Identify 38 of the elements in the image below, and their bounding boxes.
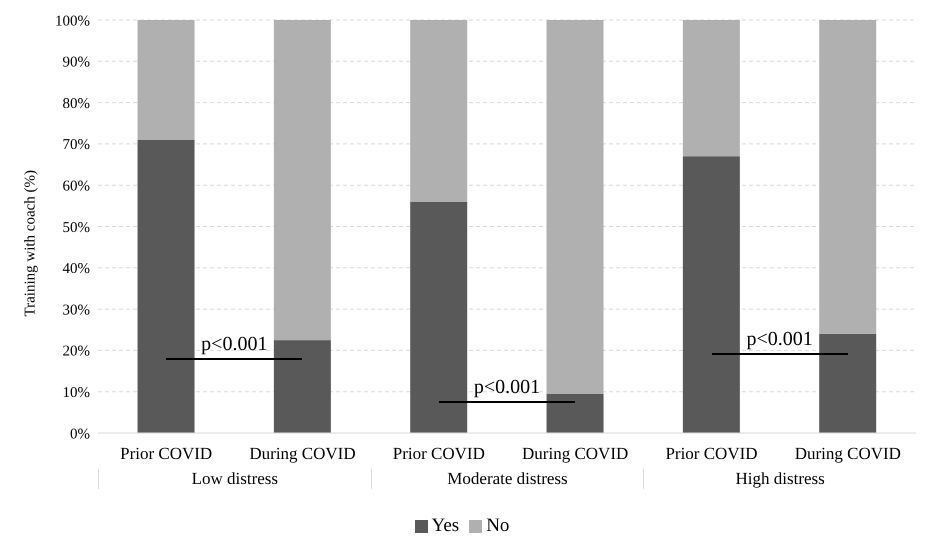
bar	[819, 334, 876, 433]
y-tick-label: 40%	[62, 261, 90, 278]
bar	[138, 140, 195, 433]
y-tick-label: 90%	[62, 54, 90, 71]
legend-label: Yes	[432, 515, 460, 536]
y-tick-label: 50%	[62, 220, 90, 236]
x-tick-label: During COVID	[249, 444, 356, 464]
legend-label: No	[486, 515, 510, 536]
text: Moderate distress	[370, 469, 644, 489]
y-tick-label: 70%	[62, 137, 90, 154]
annotation: p<0.001	[472, 376, 542, 399]
x-tick-label: During COVID	[794, 444, 901, 464]
bar	[546, 394, 604, 433]
y-tick-label: 0%	[70, 426, 90, 442]
bar	[819, 20, 876, 334]
x-tick-label: Prior COVID	[392, 444, 485, 464]
text: Low distress	[98, 469, 371, 489]
y-tick-label: 100%	[55, 13, 90, 30]
y-tick-label: 10%	[62, 385, 90, 402]
bar	[682, 156, 740, 433]
bar	[410, 202, 468, 433]
x-tick-label: Prior COVID	[120, 444, 212, 464]
x-tick-label: During COVID	[522, 444, 628, 464]
annotation: p<0.001	[746, 328, 814, 351]
bar	[546, 20, 604, 394]
annotation: p<0.001	[200, 332, 268, 356]
y-tick-label: 80%	[62, 96, 90, 112]
bar	[274, 20, 331, 340]
y-tick-label: 30%	[62, 302, 90, 318]
bar	[274, 340, 331, 433]
bar	[138, 20, 195, 140]
y-axis-title: Training with coach (%)	[22, 170, 38, 316]
bar	[682, 20, 740, 156]
x-tick-label: Prior COVID	[665, 444, 758, 464]
text: High distress	[643, 469, 916, 489]
bar	[410, 20, 468, 202]
y-tick-label: 60%	[62, 178, 90, 195]
y-tick-label: 20%	[62, 344, 90, 360]
